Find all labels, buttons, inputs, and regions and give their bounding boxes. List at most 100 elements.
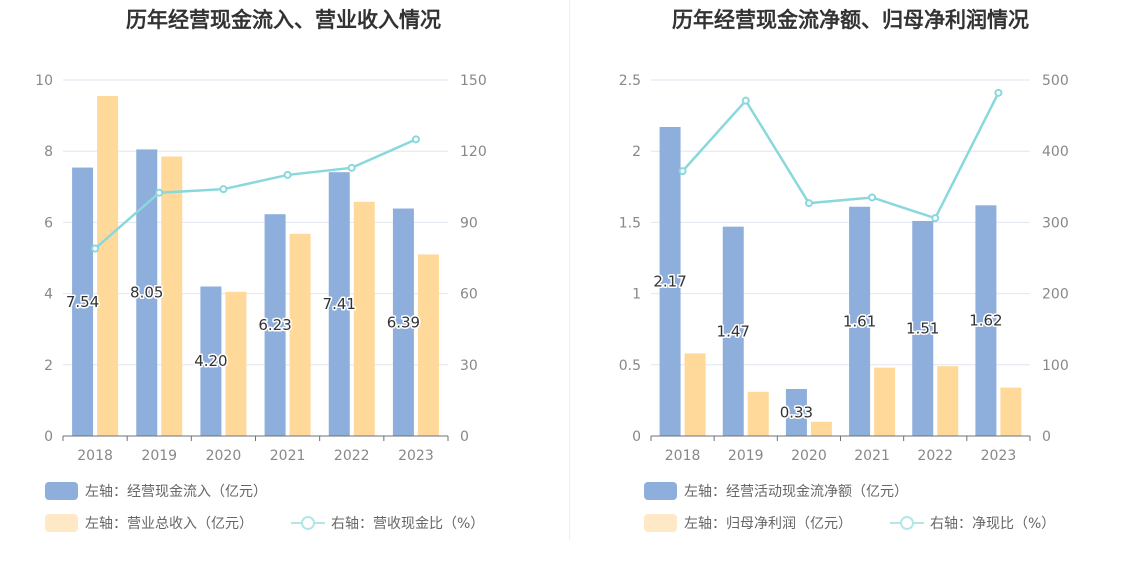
bar-secondary	[97, 96, 119, 437]
bar-data-label: 1.47	[717, 322, 750, 340]
legend-label: 左轴：经营活动现金流净额（亿元）	[684, 484, 908, 500]
legend-label: 右轴：净现比（%）	[930, 516, 1056, 532]
legend-item-net-cash-ratio[interactable]: 右轴：净现比（%）	[890, 513, 1055, 533]
y-right-tick-label: 400	[1042, 144, 1069, 160]
bar-primary	[912, 220, 934, 436]
legend-item-revenue[interactable]: 左轴：营业总收入（亿元）	[45, 513, 253, 533]
bar-secondary	[874, 367, 896, 436]
bar-data-label: 0.33	[780, 404, 813, 422]
x-tick-label: 2023	[398, 448, 434, 464]
bar-secondary	[161, 156, 183, 437]
bar-primary	[136, 149, 158, 437]
chart-title: 历年经营现金流净额、归母净利润情况	[672, 8, 1029, 32]
chart-title: 历年经营现金流入、营业收入情况	[126, 8, 441, 32]
legend-label: 左轴：归母净利润（亿元）	[684, 516, 852, 532]
bar-primary	[722, 226, 744, 436]
bar-secondary	[747, 391, 769, 436]
y-left-tick-label: 2	[632, 144, 641, 160]
bar-primary	[72, 167, 94, 437]
bar-secondary	[289, 233, 311, 436]
x-tick-label: 2022	[917, 448, 953, 464]
bar-primary	[264, 214, 286, 436]
line-point	[994, 88, 1003, 97]
legend-label: 右轴：营收现金比（%）	[331, 516, 485, 532]
x-tick-label: 2020	[791, 448, 827, 464]
legend-line-marker-icon	[890, 516, 924, 530]
y-left-tick-label: 2.5	[619, 73, 641, 89]
legend-swatch-bar	[644, 482, 677, 500]
y-left-tick-label: 0	[632, 429, 641, 445]
bar-data-label: 1.51	[906, 319, 939, 337]
bar-primary	[975, 205, 997, 436]
x-tick-label: 2019	[141, 448, 177, 464]
y-left-tick-label: 0	[44, 429, 53, 445]
line-point	[741, 96, 750, 105]
y-left-tick-label: 6	[44, 215, 53, 231]
y-left-tick-label: 0.5	[619, 358, 641, 374]
bar-primary	[849, 206, 871, 436]
y-left-tick-label: 1.5	[619, 215, 641, 231]
y-right-tick-label: 150	[460, 73, 487, 89]
bar-primary	[392, 208, 414, 436]
legend-item-net-profit[interactable]: 左轴：归母净利润（亿元）	[644, 513, 852, 533]
bar-secondary	[225, 291, 247, 436]
bar-secondary	[684, 353, 706, 436]
bar-primary	[328, 172, 350, 437]
y-right-tick-label: 0	[460, 429, 469, 445]
y-right-tick-label: 90	[460, 215, 478, 231]
bar-data-label: 2.17	[653, 272, 686, 290]
bar-secondary	[417, 254, 439, 436]
bar-secondary	[810, 421, 832, 436]
x-tick-label: 2018	[665, 448, 701, 464]
x-tick-label: 2023	[981, 448, 1017, 464]
line-point	[283, 170, 292, 179]
chart-panel-cashflow-revenue: 历年经营现金流入、营业收入情况 0 2 4 6 8 10 0 30 60 90 120 150 2018…	[35, 8, 487, 533]
chart-canvas-netcash-profit: 0 0.5 1 1.5 2 2.5 0 100 200 300 400 500 2018 2019 2020…	[619, 73, 1069, 464]
x-tick-label: 2021	[270, 448, 306, 464]
line-point	[347, 163, 356, 172]
y-right-tick-label: 60	[460, 287, 478, 303]
legend-swatch-bar	[45, 514, 78, 532]
line-point	[804, 199, 813, 208]
line-point	[868, 193, 877, 202]
x-tick-label: 2022	[334, 448, 370, 464]
legend-item-revenue-cash-ratio[interactable]: 右轴：营收现金比（%）	[291, 513, 484, 533]
bar-data-label: 7.41	[323, 295, 356, 313]
bar-primary	[659, 126, 681, 436]
bar-data-label: 7.54	[66, 293, 99, 311]
line-point	[931, 214, 940, 223]
panel-divider	[569, 0, 570, 540]
legend-line-marker-icon	[291, 516, 325, 530]
y-right-tick-label: 30	[460, 358, 478, 374]
y-right-tick-label: 200	[1042, 287, 1069, 303]
bar-data-label: 1.62	[969, 312, 1002, 330]
line-point	[411, 135, 420, 144]
chart-canvas-cashflow-revenue: 0 2 4 6 8 10 0 30 60 90 120 150 2018 2019 2020 2021 2022…	[35, 73, 487, 464]
legend-swatch-bar	[644, 514, 677, 532]
bar-secondary	[353, 201, 375, 436]
x-tick-label: 2018	[77, 448, 113, 464]
bar-data-label: 4.20	[194, 352, 227, 370]
x-tick-label: 2019	[728, 448, 764, 464]
y-left-tick-label: 10	[35, 73, 53, 89]
line-point	[678, 167, 687, 176]
legend-item-cash-inflow[interactable]: 左轴：经营现金流入（亿元）	[45, 481, 267, 501]
bar-data-label: 6.23	[258, 316, 291, 334]
y-right-tick-label: 0	[1042, 429, 1051, 445]
y-left-tick-label: 2	[44, 358, 53, 374]
line-series	[94, 138, 417, 250]
bar-data-label: 1.61	[843, 312, 876, 330]
chart-panel-netcash-profit: 历年经营现金流净额、归母净利润情况 0 0.5 1 1.5 2 2.5 0 100 200 300…	[567, 0, 1134, 582]
legend-swatch-bar	[45, 482, 78, 500]
bar-data-label: 6.39	[387, 313, 420, 331]
x-tick-label: 2020	[206, 448, 242, 464]
bar-secondary	[1000, 387, 1022, 436]
line-point	[91, 244, 100, 253]
y-right-tick-label: 100	[1042, 358, 1069, 374]
y-left-tick-label: 1	[632, 287, 641, 303]
line-series	[681, 92, 1000, 220]
bar-primary	[785, 389, 807, 436]
line-point	[219, 185, 228, 194]
bar-secondary	[937, 366, 959, 436]
legend-item-net-operating-cash[interactable]: 左轴：经营活动现金流净额（亿元）	[644, 481, 908, 501]
